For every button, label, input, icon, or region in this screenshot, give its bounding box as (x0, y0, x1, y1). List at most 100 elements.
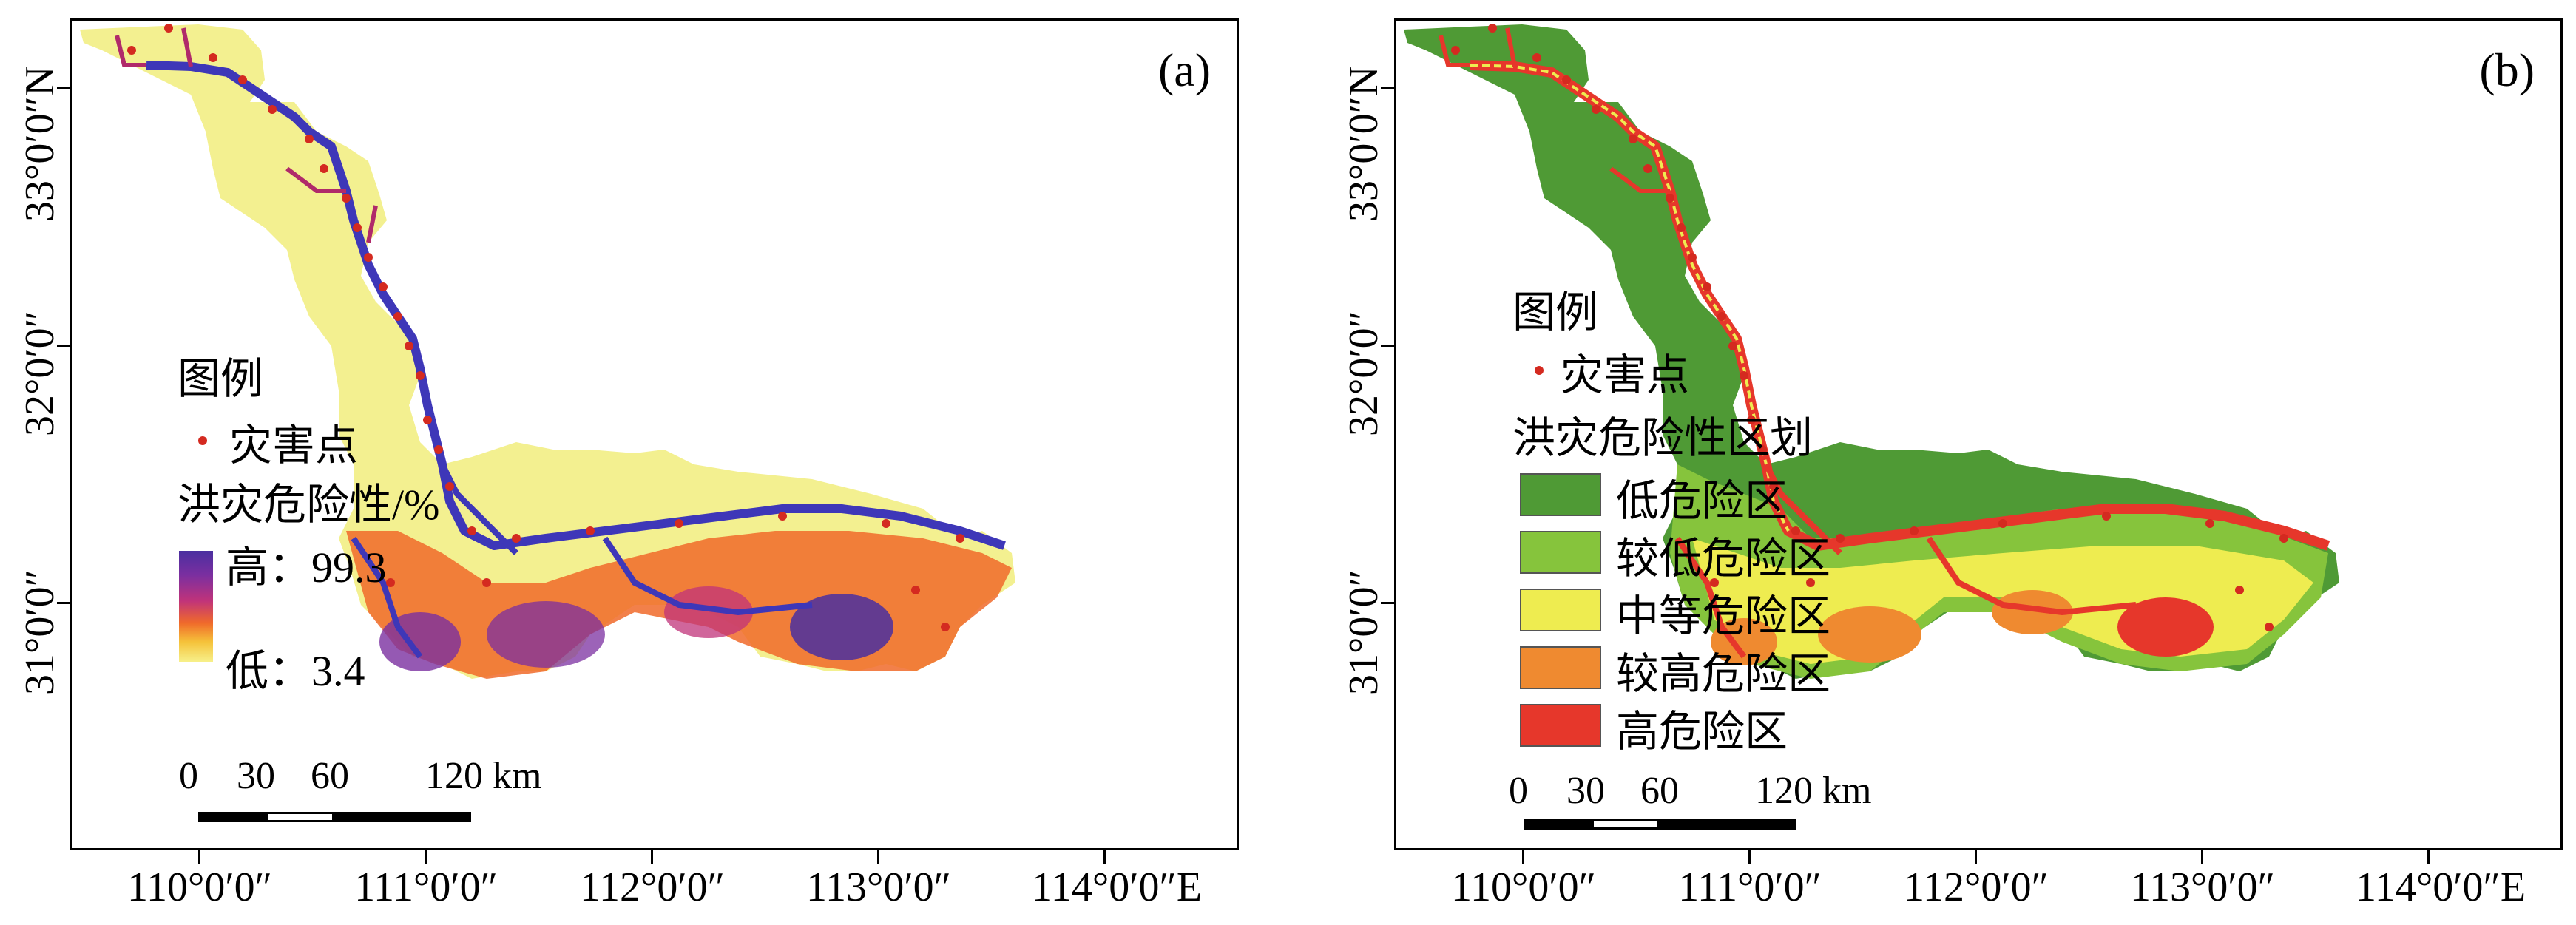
zone-label-lower: 较低危险区 (1616, 535, 1831, 583)
hazard-point (1562, 75, 1571, 84)
scale-bar-seg-3-a (334, 812, 471, 822)
hazard-point (434, 445, 443, 454)
hotspot-3-a (790, 594, 893, 660)
lat-tick (57, 602, 70, 604)
lon-tick (198, 850, 200, 864)
tributary-4-b (1439, 35, 1470, 67)
hazard-point (416, 371, 425, 380)
scale-label-60-b: 60 (1640, 770, 1679, 812)
lat-tick (1381, 345, 1394, 347)
legend-zone-title-b: 洪灾危险性区划 (1512, 414, 1813, 462)
zone-label-low: 低危险区 (1616, 477, 1788, 525)
basin-map-b (1404, 24, 2339, 679)
hazard-point (882, 519, 890, 528)
hazard-point (2205, 519, 2214, 528)
hazard-point (1451, 46, 1460, 55)
hazard-point (1740, 371, 1748, 380)
lat-label: 32°0′0″ (1341, 311, 1387, 436)
lat-tick (57, 87, 70, 89)
panel-a: (a) 图例 灾害点 洪灾危险性/% 高：99.3 低：3.4 0 30 60 … (0, 0, 1257, 925)
hazard-point (209, 53, 217, 62)
hazard-point (911, 586, 920, 594)
hotspot-2-a (487, 601, 605, 668)
lat-tick (1381, 602, 1394, 604)
scale-label-30-a: 30 (237, 755, 275, 797)
hazard-point (1677, 223, 1686, 232)
panel-label-a: (a) (1157, 44, 1211, 96)
hazard-point (1666, 194, 1674, 203)
hazard-point (1532, 53, 1541, 62)
higher-risk-3-b (1992, 590, 2073, 634)
zone-label-higher: 较高危险区 (1616, 650, 1831, 698)
hazard-point (2235, 586, 2244, 594)
lon-tick (877, 850, 879, 864)
hazard-point (2279, 534, 2288, 543)
legend-point-label-b: 灾害点 (1561, 351, 1690, 399)
scale-label-60-a: 60 (311, 755, 349, 797)
hazard-point-symbol-a (198, 436, 207, 445)
hazard-point (320, 164, 328, 173)
hazard-point-symbol-b (1535, 366, 1544, 375)
tributary-3-b (1926, 536, 2137, 616)
hazard-point (1791, 526, 1800, 535)
hazard-point (386, 578, 395, 587)
lon-label: 113°0′0″ (2130, 864, 2275, 910)
hazard-point (1806, 578, 1815, 587)
tributary-2-b (1674, 536, 1747, 659)
hazard-point (956, 534, 964, 543)
lon-tick (651, 850, 653, 864)
hazard-point (1592, 105, 1600, 114)
hazard-point (941, 623, 950, 631)
tributary-5-a (181, 27, 193, 67)
lon-label: 111°0′0″ (1678, 864, 1822, 910)
zone-swatch-lower (1520, 531, 1601, 574)
hazard-point (305, 135, 314, 143)
zone-swatch-high (1520, 704, 1601, 747)
hotspot-4-a (664, 586, 753, 638)
hotspot-1-a (379, 612, 461, 671)
scale-bar-seg-2-a (266, 812, 334, 822)
tributary-4-a (115, 35, 146, 67)
basin-map-a (80, 24, 1015, 679)
hazard-point (393, 312, 402, 321)
hazard-point (1643, 164, 1652, 173)
main-river-a (146, 61, 1006, 550)
hazard-point (1910, 526, 1919, 535)
hazard-points-a (127, 24, 964, 631)
hazard-point (238, 75, 247, 84)
tributary-5-b (1505, 27, 1517, 67)
scale-label-0-b: 0 (1509, 770, 1528, 812)
zone-swatch-higher (1520, 646, 1601, 689)
tributary-1-b (1763, 463, 1842, 555)
hazard-point (353, 223, 362, 232)
lat-label: 32°0′0″ (17, 311, 63, 436)
hazard-point (675, 519, 683, 528)
hazard-point (1747, 416, 1756, 424)
hazard-point (2265, 623, 2274, 631)
lon-tick (1103, 850, 1106, 864)
hazard-point (1758, 445, 1767, 454)
lat-label: 31°0′0″ (17, 569, 63, 695)
hazard-point (1998, 519, 2007, 528)
hazard-point (379, 282, 388, 291)
tributary-7-a (366, 205, 378, 243)
lon-label: 110°0′0″ (1451, 864, 1596, 910)
lon-tick (1522, 850, 1524, 864)
hazard-point (268, 105, 277, 114)
hazard-point (342, 194, 351, 203)
lon-tick (2427, 850, 2430, 864)
hazard-point (778, 512, 787, 521)
scale-label-120-b: 120 km (1755, 770, 1872, 812)
hazard-point (1710, 578, 1719, 587)
scale-bar-seg-1-b (1524, 819, 1592, 830)
scale-bar-seg-3-b (1660, 819, 1796, 830)
lon-label: 112°0′0″ (580, 864, 725, 910)
hazard-point (1629, 135, 1637, 143)
hazard-point (1488, 24, 1497, 33)
map-frame-a: (a) (70, 18, 1239, 850)
lon-label: 111°0′0″ (354, 864, 498, 910)
lat-tick (57, 345, 70, 347)
tributary-3-a (602, 536, 813, 616)
lat-tick (1381, 87, 1394, 89)
legend-point-label-a: 灾害点 (229, 421, 359, 470)
